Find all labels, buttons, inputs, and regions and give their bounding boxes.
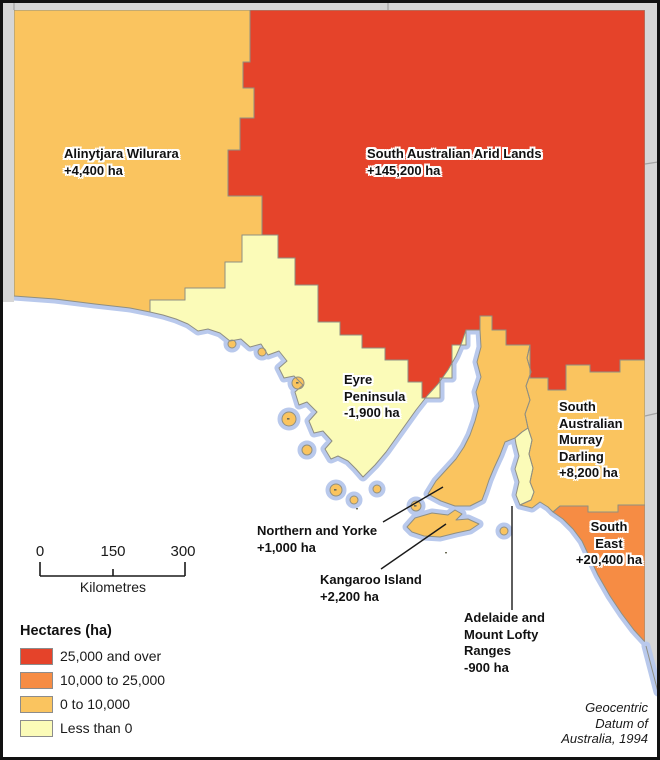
legend-label: 10,000 to 25,000 [60,672,166,688]
legend-title: Hectares (ha) [20,623,112,639]
scale-tick-300: 300 [170,543,196,560]
label-adelaide-and-mount-lofty-ranges: Adelaide and Mount Lofty Ranges -900 ha [464,610,545,675]
label-south-australian-murray-darling: South Australian Murray Darling +8,200 h… [559,399,623,480]
label-alinytjara-wilurara: Alinytjara Wilurara +4,400 ha [64,146,179,178]
legend-label: Less than 0 [60,720,133,736]
islet-specks [287,382,447,554]
scale-bar-ruler [39,562,186,577]
leader-lines [380,486,513,610]
legend-label: 25,000 and over [60,648,162,664]
state-border-line [644,161,659,165]
legend-label: 0 to 10,000 [60,696,131,712]
neighbor-states [2,2,660,697]
region-adelaide-and-mount-lofty-ranges [515,428,534,505]
label-northern-and-yorke: Northern and Yorke +1,000 ha [257,523,378,555]
scale-unit-label: Kilometres [79,579,147,595]
datum-note: Geocentric Datum of Australia, 1994 [561,700,648,746]
legend-swatch-orange [20,672,53,689]
legend-swatch-pale-yellow [20,720,53,737]
label-eyre-peninsula: Eyre Peninsula -1,900 ha [344,372,406,420]
state-border-line [644,412,659,417]
scale-tick-0: 0 [35,543,45,560]
label-south-australian-arid-lands: South Australian Arid Lands +145,200 ha [367,146,542,178]
label-kangaroo-island: Kangaroo Island +2,200 ha [320,572,422,604]
leader-kangaroo-island [380,523,447,570]
leader-northern-and-yorke [382,486,444,523]
label-south-east: South East +20,400 ha [575,519,643,567]
scale-tick-150: 150 [100,543,126,560]
legend-swatch-light-orange [20,696,53,713]
legend-swatch-red [20,648,53,665]
